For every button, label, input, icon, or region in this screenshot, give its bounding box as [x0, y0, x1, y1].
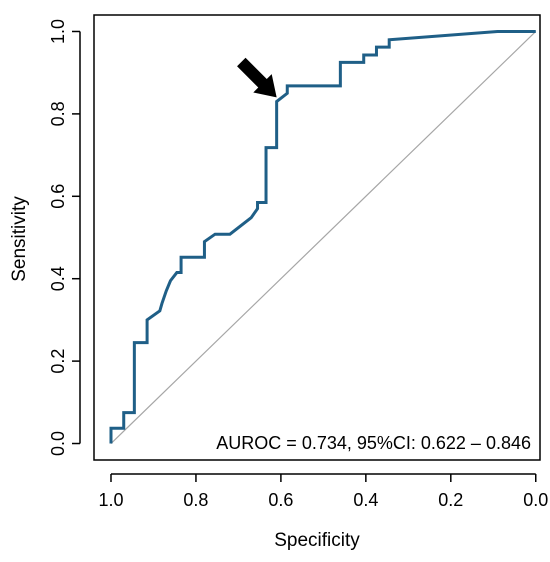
auroc-annotation: AUROC = 0.734, 95%CI: 0.622 – 0.846	[216, 433, 531, 453]
y-tick-label: 0.8	[48, 101, 68, 126]
x-tick-label: 0.0	[523, 490, 548, 510]
x-axis-title: Specificity	[274, 530, 360, 551]
y-tick-label: 0.2	[48, 349, 68, 374]
y-tick-label: 0.0	[48, 431, 68, 456]
y-tick-label: 1.0	[48, 19, 68, 44]
arrow-marker-icon	[237, 57, 277, 98]
diagonal-reference-line	[110, 31, 537, 444]
y-axis-title: Sensitivity	[9, 196, 30, 282]
x-axis: 1.0 0.8 0.6 0.4 0.2 0.0	[98, 473, 548, 510]
y-tick-label: 0.4	[48, 266, 68, 291]
x-tick-label: 0.6	[268, 490, 293, 510]
x-tick-label: 0.4	[353, 490, 378, 510]
x-tick-label: 0.2	[438, 490, 463, 510]
x-tick-label: 0.8	[183, 490, 208, 510]
y-axis: 0.0 0.2 0.4 0.6 0.8 1.0	[48, 19, 81, 456]
plot-frame	[93, 14, 541, 461]
x-tick-label: 1.0	[98, 490, 123, 510]
y-tick-label: 0.6	[48, 184, 68, 209]
roc-curve	[109, 29, 536, 444]
